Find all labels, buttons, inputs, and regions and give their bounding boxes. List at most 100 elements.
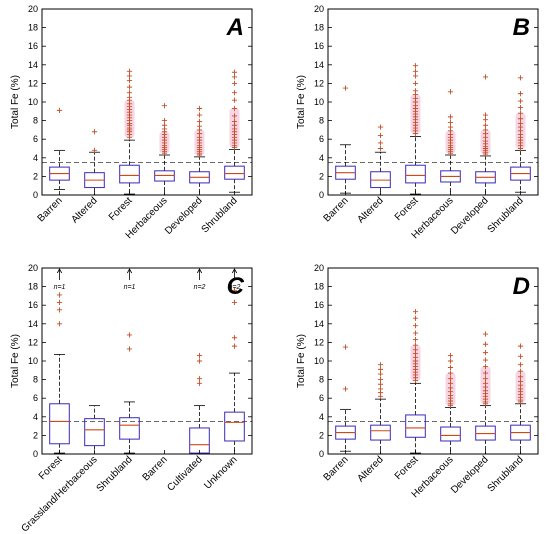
outlier-point — [377, 362, 384, 368]
panel-letter: A — [226, 14, 244, 41]
outlier-point — [447, 385, 454, 391]
box-3 — [154, 103, 175, 196]
outlier-point — [56, 321, 63, 327]
outlier-point — [91, 129, 98, 135]
outlier-point — [482, 331, 489, 337]
box-2 — [119, 68, 140, 195]
box-3 — [440, 89, 461, 196]
x-category-label: Shrubland — [200, 195, 240, 235]
outlier-point — [231, 97, 238, 103]
box-1 — [84, 129, 105, 196]
y-tick-label: 12 — [314, 78, 324, 88]
outlier-point — [231, 90, 238, 96]
y-tick-label: 8 — [319, 375, 324, 385]
box-iqr — [370, 424, 391, 441]
y-tick-label: 8 — [33, 116, 38, 126]
y-tick-label: 4 — [319, 153, 324, 163]
chart-panel-a: 0 2 4 6 8 10 12 14 16 18 20 Total Fe (%) Barren Alter… — [10, 4, 253, 241]
y-tick-label: 16 — [28, 41, 38, 51]
outlier-point — [126, 332, 133, 338]
chart-panel-b: 0 2 4 6 8 10 12 14 16 18 20 Total Fe (%) Barren Alter… — [296, 4, 539, 241]
outlier-point — [231, 287, 238, 293]
y-tick-label: 6 — [33, 393, 38, 403]
outlier-point — [482, 380, 489, 386]
outlier-point — [517, 353, 524, 359]
y-tick-label: 4 — [33, 412, 38, 422]
y-tick-label: 14 — [28, 60, 38, 70]
x-category-label: Cultivated — [165, 454, 204, 493]
y-tick-label: 16 — [314, 300, 324, 310]
y-tick-label: 0 — [319, 190, 324, 200]
box-iqr — [119, 417, 140, 440]
outlier-point — [482, 370, 489, 376]
box-1 — [370, 124, 391, 196]
annotation-label: n=2 — [229, 284, 241, 291]
y-tick-label: 2 — [33, 171, 38, 181]
x-category-label: Unknown — [202, 454, 239, 491]
plot-frame — [327, 8, 539, 196]
y-tick-label: 18 — [28, 282, 38, 292]
y-tick-label: 0 — [319, 449, 324, 459]
outlier-point — [196, 112, 203, 118]
outlier-point — [196, 376, 203, 382]
outlier-point — [412, 88, 419, 94]
y-tick-label: 6 — [319, 393, 324, 403]
outlier-point — [447, 380, 454, 386]
outlier-point — [377, 140, 384, 146]
outlier-point — [482, 122, 489, 128]
outlier-point — [126, 90, 133, 96]
outlier-point — [56, 299, 63, 306]
y-axis-label: Total Fe (%) — [10, 75, 21, 129]
box-iqr — [440, 426, 461, 442]
outlier-point — [196, 105, 203, 112]
outlier-point — [517, 116, 524, 122]
outlier-point — [231, 113, 238, 119]
outlier-point — [447, 124, 454, 130]
outlier-point — [447, 364, 454, 371]
y-tick-label: 10 — [28, 97, 38, 107]
x-category-label: Shrubland — [95, 454, 135, 494]
y-tick-label: 14 — [314, 60, 324, 70]
outlier-point — [517, 368, 524, 374]
y-tick-label: 12 — [28, 337, 38, 347]
box-iqr — [224, 411, 245, 442]
outlier-point — [412, 342, 419, 348]
outlier-point — [447, 119, 454, 126]
box-iqr — [405, 164, 426, 184]
outlier-point — [482, 74, 489, 80]
y-tick-label: 2 — [33, 430, 38, 440]
outlier-point — [447, 114, 454, 120]
outlier-point — [126, 68, 133, 74]
y-tick-label: 12 — [314, 337, 324, 347]
plot-frame — [327, 267, 539, 455]
outlier-point — [482, 112, 489, 118]
outlier-point — [161, 122, 168, 128]
y-tick-label: 4 — [33, 153, 38, 163]
x-category-label: Barren — [322, 195, 351, 224]
outlier-point — [517, 378, 524, 385]
outlier-point — [231, 69, 238, 75]
chart-panel-c: 0 2 4 6 8 10 12 14 16 18 20 Total Fe (%) n=1 n=1 n=2 n=… — [10, 263, 253, 534]
y-tick-label: 20 — [28, 263, 38, 273]
outlier-point — [196, 358, 203, 364]
outlier-point — [447, 370, 454, 376]
box-1 — [370, 362, 391, 455]
outlier-point — [196, 118, 203, 125]
outlier-point — [412, 330, 419, 336]
outlier-point — [377, 386, 384, 392]
y-tick-label: 18 — [28, 23, 38, 33]
box-iqr — [189, 427, 210, 454]
box-0 — [335, 85, 356, 194]
box-0 — [49, 292, 70, 454]
box-iqr — [119, 164, 140, 184]
annotation-label: n=2 — [194, 284, 206, 291]
outlier-point — [447, 376, 454, 382]
outlier-point — [377, 377, 384, 383]
x-category-label: Forest — [37, 454, 65, 482]
y-tick-label: 20 — [28, 4, 38, 14]
chart-panel-d: 0 2 4 6 8 10 12 14 16 18 20 Total Fe (%) Barren Alter… — [296, 263, 539, 500]
x-category-label: Barren — [141, 454, 170, 483]
annotation-arrow-head — [196, 268, 203, 274]
y-tick-label: 0 — [33, 190, 38, 200]
outlier-point — [517, 75, 524, 81]
